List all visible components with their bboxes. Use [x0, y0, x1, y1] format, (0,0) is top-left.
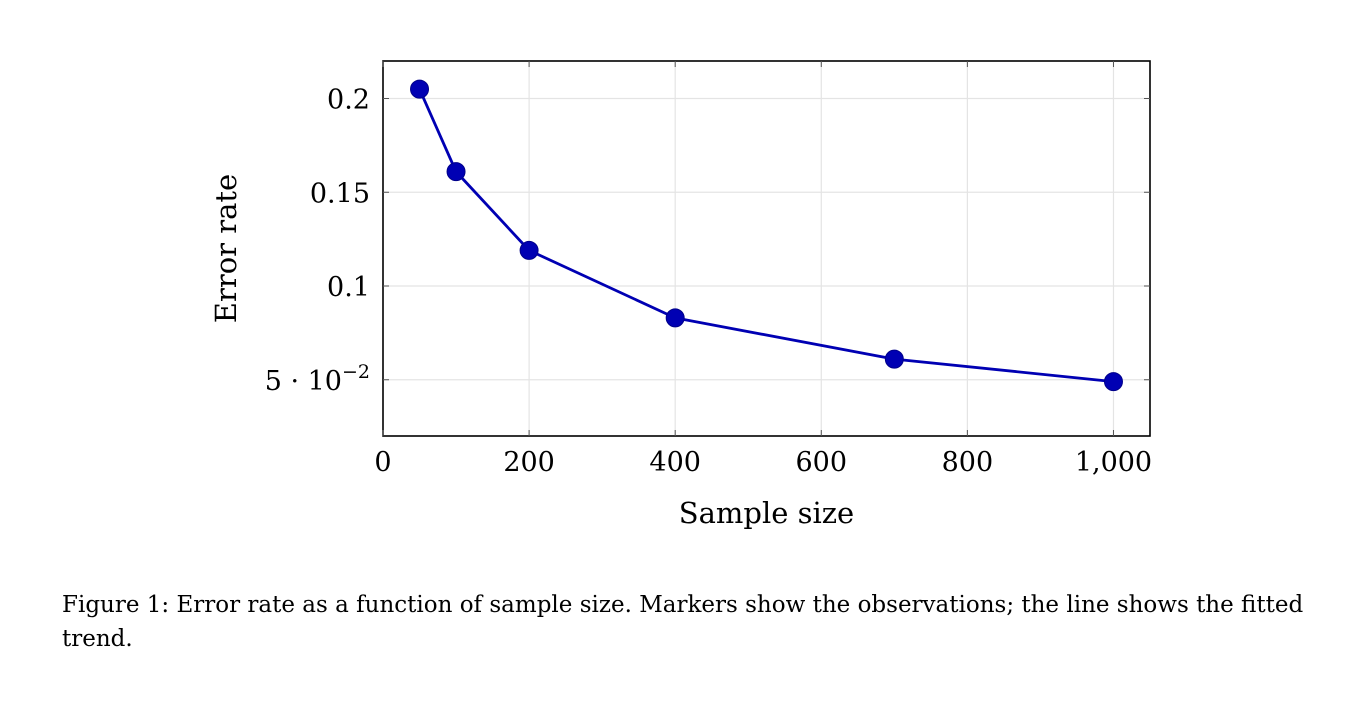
plot-frame — [382, 60, 1151, 437]
series-layer — [410, 79, 1123, 392]
y-tick-label: 5 · 10−2 — [265, 361, 370, 397]
figure-caption: Figure 1: Error rate as a function of sa… — [62, 592, 1304, 652]
x-tick-label: 0 — [374, 447, 391, 478]
y-axis-label: Error rate — [209, 174, 243, 323]
data-point — [1103, 372, 1123, 392]
x-tick-label: 200 — [503, 447, 555, 478]
x-tick-label: 800 — [942, 447, 994, 478]
grid — [382, 61, 1150, 436]
y-tick-label: 0.1 — [327, 272, 370, 303]
x-tick-label: 1,000 — [1075, 447, 1152, 478]
data-point — [410, 79, 430, 99]
data-point — [446, 162, 466, 182]
x-axis-label: Sample size — [679, 496, 854, 530]
x-tick-label: 400 — [649, 447, 701, 478]
y-tick-label: 0.2 — [327, 85, 370, 116]
data-point — [884, 349, 904, 369]
y-tick-label-text: 0.15 — [310, 178, 370, 209]
axis-ticks — [382, 61, 1150, 436]
y-tick-label-exponent: −2 — [342, 361, 370, 383]
series-line — [418, 88, 1114, 384]
x-tick-label: 600 — [796, 447, 848, 478]
tick-labels: 0 200 400 600 800 1,000 5 · 10−2 0.1 0.15 0.2 — [265, 85, 1152, 479]
y-tick-label: 0.15 — [310, 178, 370, 209]
y-tick-label-text: 0.2 — [327, 85, 370, 116]
data-point — [665, 308, 685, 328]
y-tick-label-text: 5 · 10 — [265, 366, 342, 397]
data-point — [519, 240, 539, 260]
y-tick-label-text: 0.1 — [327, 272, 370, 303]
